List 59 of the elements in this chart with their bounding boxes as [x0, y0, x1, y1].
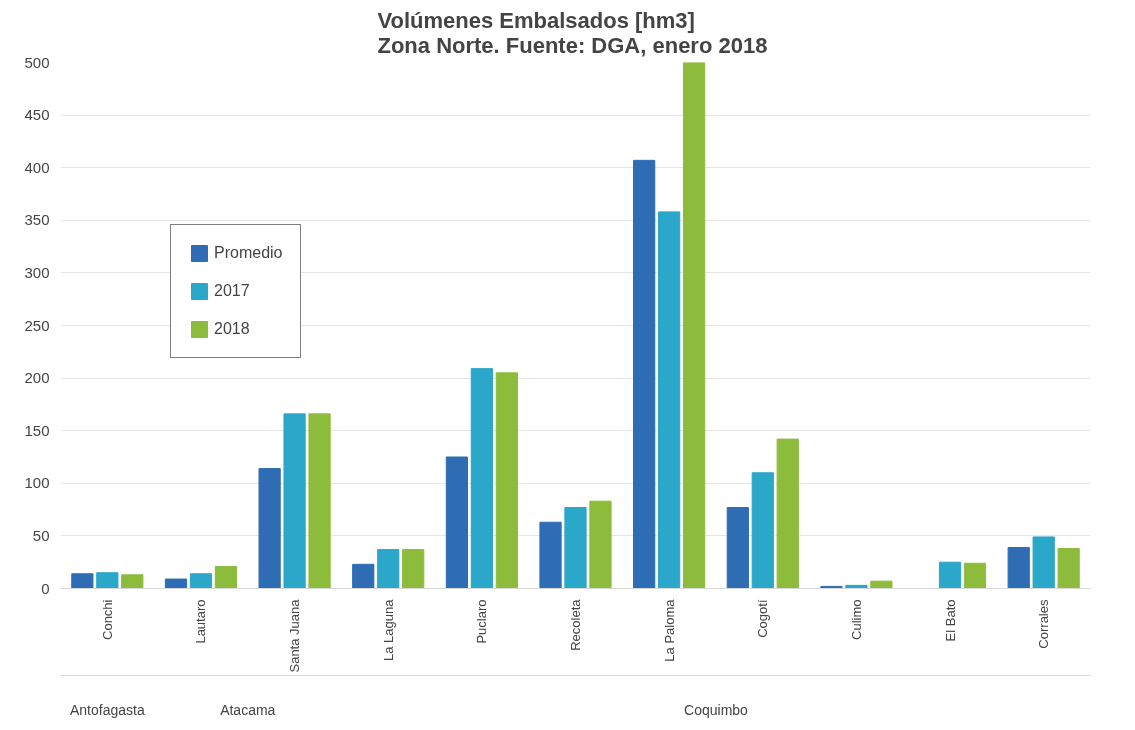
x-tick-label: Cogotí [755, 599, 771, 638]
legend-label: Promedio [214, 244, 283, 262]
bar [495, 372, 518, 589]
y-tick-label: 200 [24, 369, 50, 387]
text: Atacama [220, 701, 276, 718]
bar [258, 468, 281, 589]
x-tick-label: Corrales [1036, 599, 1052, 649]
bar [751, 472, 774, 589]
x-tick-label: Recoleta [568, 598, 583, 651]
bar [121, 574, 144, 589]
x-tick-label: Conchi [99, 599, 115, 640]
bar [938, 561, 962, 589]
bar [308, 413, 331, 589]
x-tick-label: El Bato [942, 599, 958, 642]
bar [1032, 536, 1055, 589]
bar [726, 507, 749, 589]
y-tick-label: 0 [41, 579, 50, 597]
x-tick-label: Culimo [848, 599, 864, 640]
y-tick-label: 500 [24, 53, 50, 71]
bar [164, 578, 188, 589]
bar [214, 565, 238, 589]
bar [870, 580, 893, 589]
bar [352, 563, 375, 589]
bar [71, 573, 94, 589]
bar [633, 159, 656, 589]
bar [658, 211, 681, 589]
bar [539, 521, 562, 589]
bar [589, 500, 612, 589]
bar [1057, 548, 1080, 589]
legend-label: 2018 [214, 320, 250, 338]
bar [682, 62, 706, 589]
chart-title: Volúmenes Embalsados [hm3] Zona Norte. Fuente: DGA, enero 2018 [377, 7, 768, 58]
bar [470, 368, 493, 589]
y-tick-label: 300 [24, 263, 50, 281]
y-tick-label: 400 [24, 158, 50, 176]
bar [189, 573, 213, 589]
y-tick-label: 50 [32, 526, 50, 544]
bar [776, 438, 799, 589]
text: Coquimbo [684, 701, 749, 718]
bar [1007, 546, 1030, 589]
x-tick-label: Puclaro [474, 599, 490, 644]
bar [283, 413, 306, 589]
x-tick-label: Lautaro [193, 599, 209, 644]
x-tick-label: La Paloma [661, 598, 677, 662]
bar [96, 572, 119, 589]
bar [445, 456, 469, 589]
y-tick-label: 250 [24, 316, 50, 334]
x-tick-label: La Laguna [380, 598, 396, 661]
y-tick-label: 350 [24, 211, 50, 229]
bar [564, 507, 587, 589]
y-tick-label: 150 [24, 421, 50, 439]
bar [377, 549, 400, 589]
legend-label: 2017 [214, 282, 250, 300]
text: Antofagasta [69, 701, 145, 718]
x-tick-label: Santa Juana [287, 598, 303, 673]
bar [963, 562, 987, 589]
y-tick-label: 100 [24, 474, 50, 492]
y-tick-label: 450 [24, 106, 50, 124]
bar [402, 549, 425, 589]
